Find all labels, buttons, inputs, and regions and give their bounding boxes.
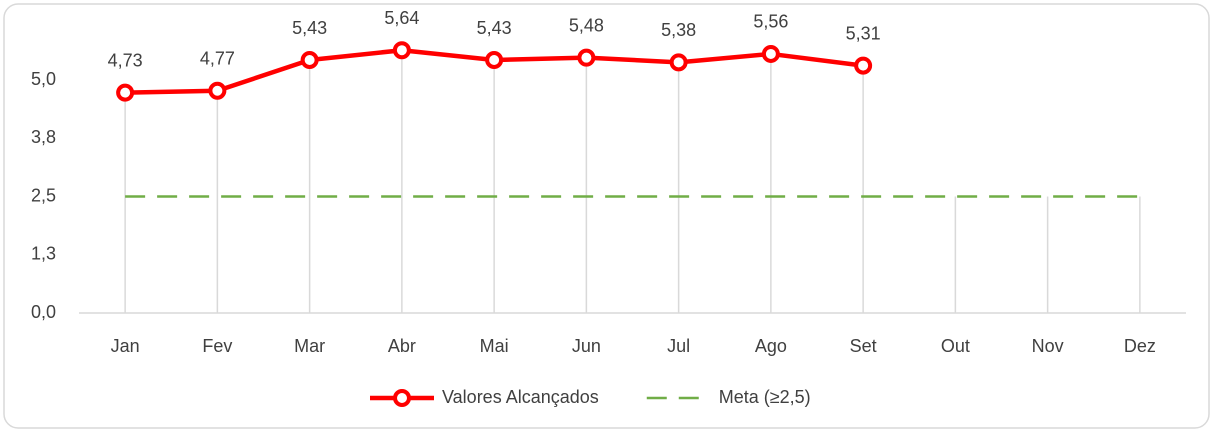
- data-label: 5,48: [569, 15, 604, 35]
- x-tick-label: Jan: [111, 336, 140, 356]
- point: [392, 41, 411, 60]
- data-label: 5,56: [753, 12, 788, 32]
- y-tick-label: 1,3: [31, 244, 56, 264]
- data-label: 5,64: [384, 8, 419, 28]
- y-tick-label: 2,5: [31, 185, 56, 205]
- legend-marker: [393, 389, 411, 407]
- point: [208, 81, 227, 100]
- data-label: 4,73: [108, 50, 143, 70]
- point: [761, 44, 780, 63]
- x-tick-label: Dez: [1124, 336, 1156, 356]
- point: [854, 56, 873, 75]
- x-tick-label: Nov: [1032, 336, 1064, 356]
- x-tick-label: Abr: [388, 336, 416, 356]
- data-label: 5,31: [846, 23, 881, 43]
- data-label: 5,43: [477, 18, 512, 38]
- chart-border: [3, 3, 1210, 429]
- data-label: 5,38: [661, 20, 696, 40]
- x-tick-label: Jul: [667, 336, 690, 356]
- x-tick-label: Fev: [202, 336, 232, 356]
- point: [116, 83, 135, 102]
- x-tick-label: Ago: [755, 336, 787, 356]
- y-tick-label: 3,8: [31, 127, 56, 147]
- x-tick-label: Jun: [572, 336, 601, 356]
- point: [669, 53, 688, 72]
- point: [577, 48, 596, 67]
- point: [300, 51, 319, 70]
- y-tick-label: 0,0: [31, 302, 56, 322]
- data-label: 4,77: [200, 49, 235, 69]
- point: [485, 51, 504, 70]
- x-tick-label: Set: [850, 336, 877, 356]
- legend-label: Meta (≥2,5): [719, 387, 811, 407]
- legend-label: Valores Alcançados: [442, 387, 599, 407]
- data-label: 5,43: [292, 18, 327, 38]
- y-tick-label: 5,0: [31, 69, 56, 89]
- x-tick-label: Mai: [480, 336, 509, 356]
- x-tick-label: Out: [941, 336, 970, 356]
- x-tick-label: Mar: [294, 336, 325, 356]
